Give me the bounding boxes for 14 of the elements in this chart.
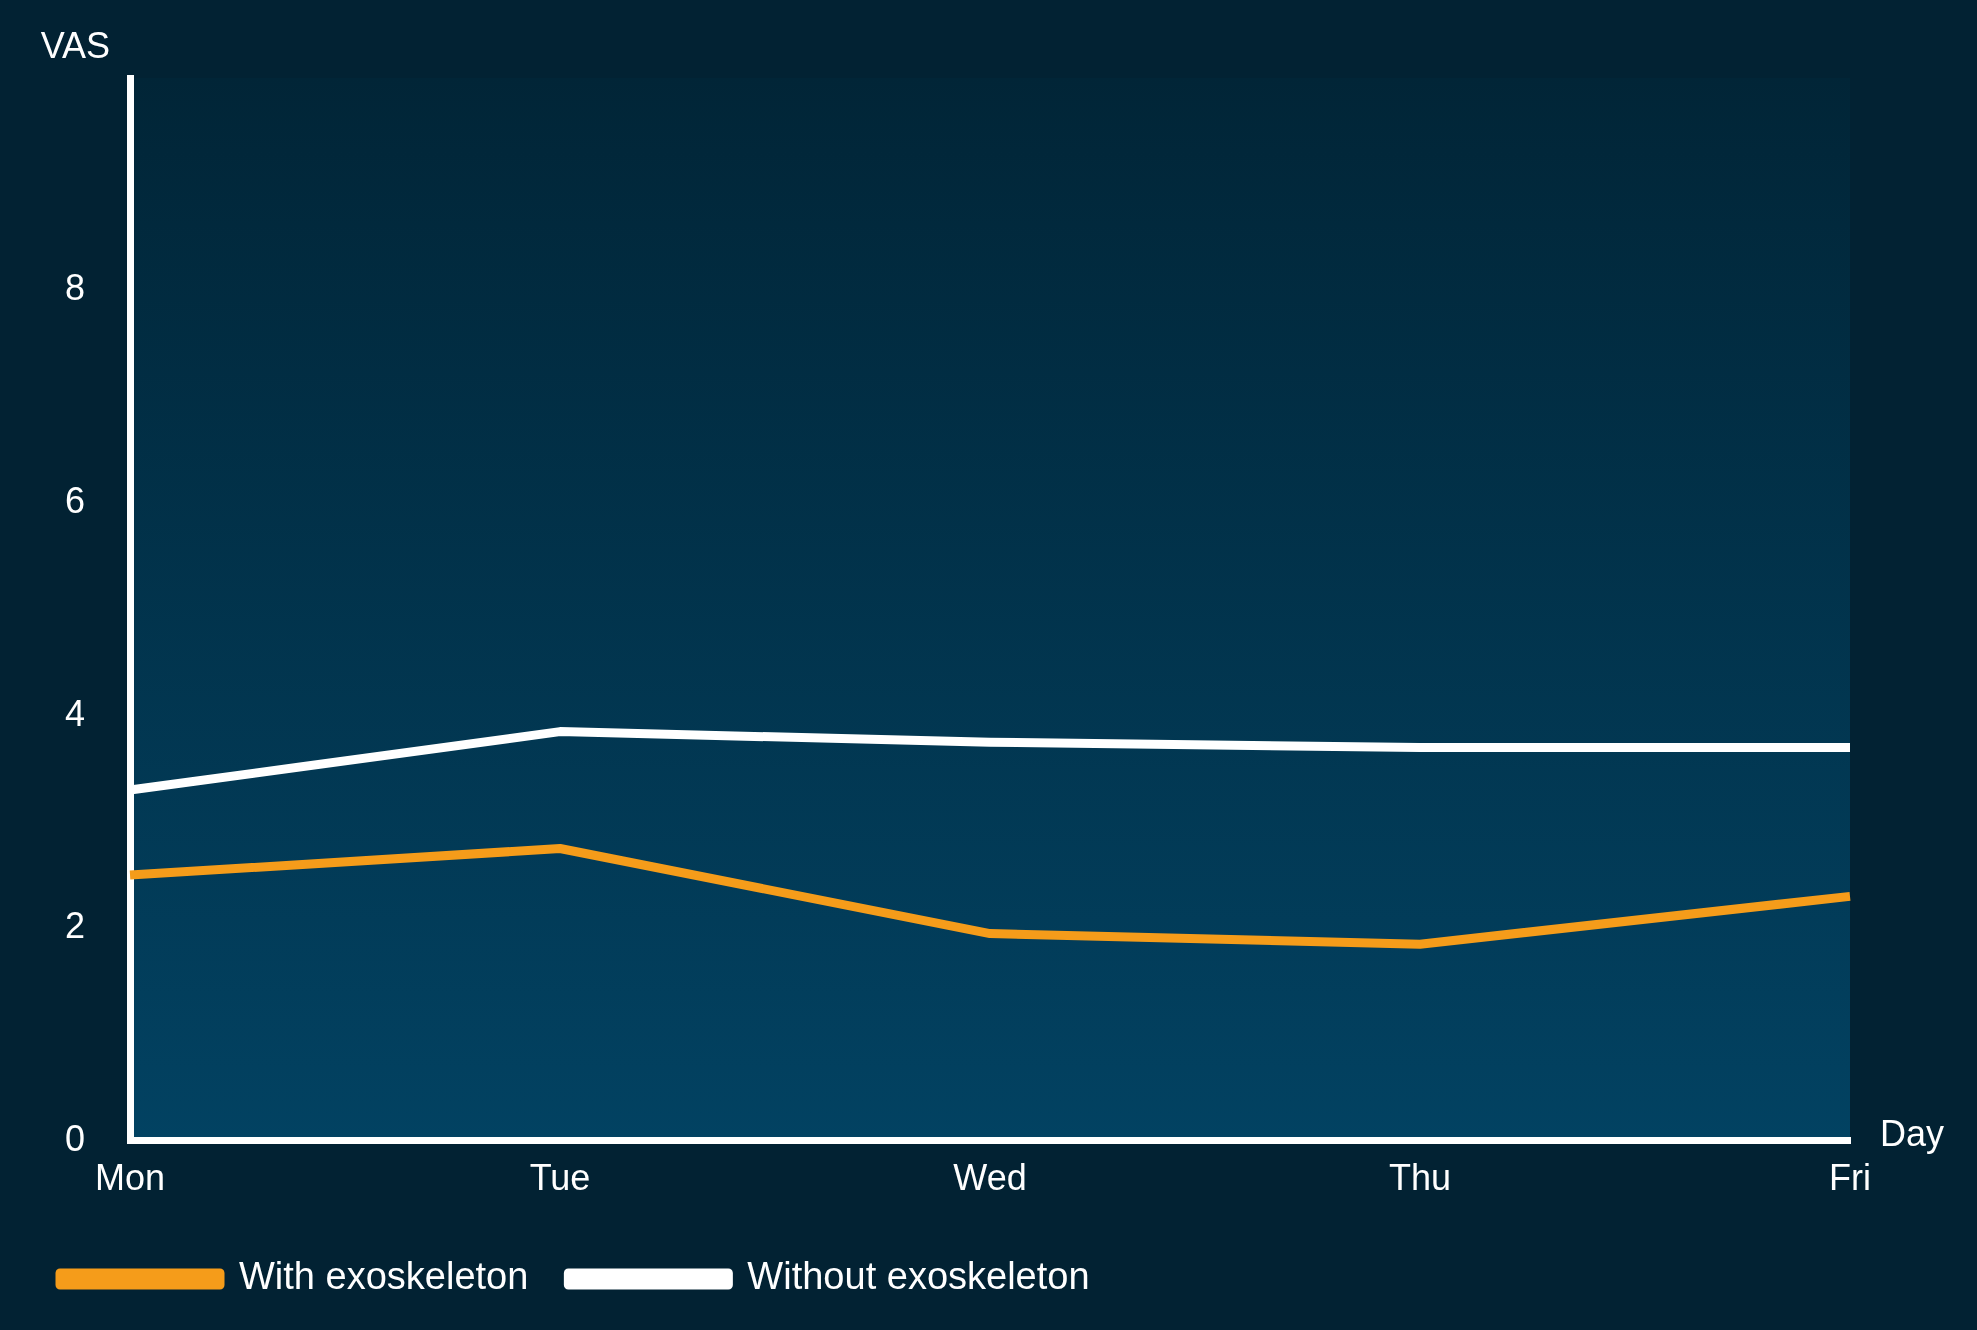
y-tick-label: 0: [64, 1117, 86, 1159]
y-tick-label: 2: [64, 905, 86, 947]
x-tick-label: Wed: [953, 1157, 1027, 1199]
y-tick-label: 6: [64, 480, 86, 522]
y-tick-label: 4: [64, 692, 86, 734]
x-tick-label: Thu: [1388, 1157, 1452, 1199]
y-axis-title: VAS: [40, 24, 111, 66]
legend-label: With exoskeleton: [239, 1255, 529, 1298]
x-tick-label: Mon: [95, 1157, 166, 1199]
x-tick-label: Tue: [529, 1157, 591, 1199]
y-tick-label: 8: [64, 267, 86, 309]
legend-label: Without exoskeleton: [747, 1255, 1090, 1298]
x-axis-title: Day: [1880, 1112, 1945, 1154]
x-tick-label: Fri: [1829, 1157, 1871, 1199]
